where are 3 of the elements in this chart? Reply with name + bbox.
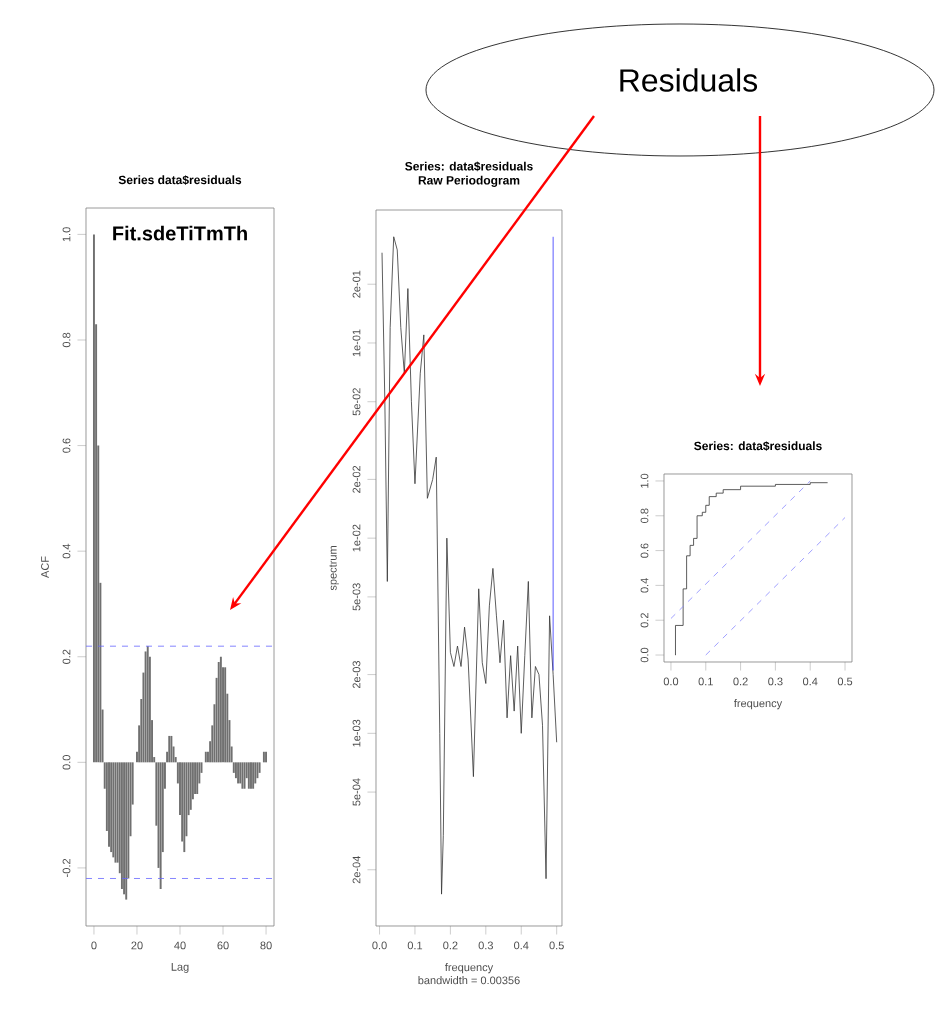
line-series: [381, 236, 558, 895]
annotation: Fit.sdeTiTmTh: [113, 225, 247, 241]
text: Residuals: [620, 68, 758, 92]
